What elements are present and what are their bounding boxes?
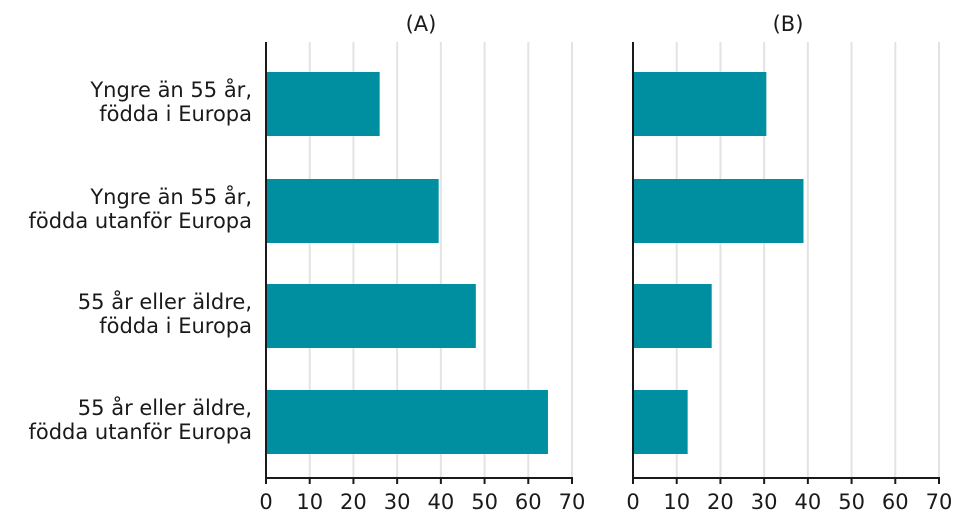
category-label-line: Yngre än 55 år, [0,185,252,209]
category-label-line: födda utanför Europa [0,209,252,233]
bar [266,179,439,243]
x-tick-label: 50 [471,490,498,514]
x-tick-label: 30 [384,490,411,514]
bar [633,284,712,348]
bar [266,72,380,136]
panel-title: (B) [773,12,804,36]
category-label-line: 55 år eller äldre, [0,290,252,314]
category-label: 55 år eller äldre, födda utanför Europa [0,396,252,444]
panel-b: 0 10 20 30 40 50 60 70 (B) [626,12,952,514]
bar [266,284,476,348]
category-label-line: födda i Europa [0,314,252,338]
bar [266,390,548,454]
x-tick-label: 70 [559,490,586,514]
x-tick-label: 0 [259,490,272,514]
panel-title: (A) [406,12,437,36]
bar [633,390,688,454]
category-label-line: födda i Europa [0,102,252,126]
category-label: 55 år eller äldre, födda i Europa [0,290,252,338]
category-label: Yngre än 55 år, födda utanför Europa [0,185,252,233]
x-tick-label: 30 [751,490,778,514]
category-label: Yngre än 55 år, födda i Europa [0,78,252,126]
x-tick-label: 20 [707,490,734,514]
x-tick-label: 0 [626,490,639,514]
x-tick-label: 10 [296,490,323,514]
x-tick-label: 20 [340,490,367,514]
x-tick-label: 50 [838,490,865,514]
x-tick-label: 60 [515,490,542,514]
x-tick-label: 40 [794,490,821,514]
category-label-line: födda utanför Europa [0,420,252,444]
panel-a: 0 10 20 30 40 50 60 70 (A) [259,12,585,514]
x-tick-label: 60 [882,490,909,514]
category-label-line: Yngre än 55 år, [0,78,252,102]
x-tick-label: 40 [427,490,454,514]
bar [633,179,803,243]
bar [633,72,766,136]
x-tick-label: 10 [663,490,690,514]
category-label-line: 55 år eller äldre, [0,396,252,420]
x-tick-label: 70 [926,490,953,514]
